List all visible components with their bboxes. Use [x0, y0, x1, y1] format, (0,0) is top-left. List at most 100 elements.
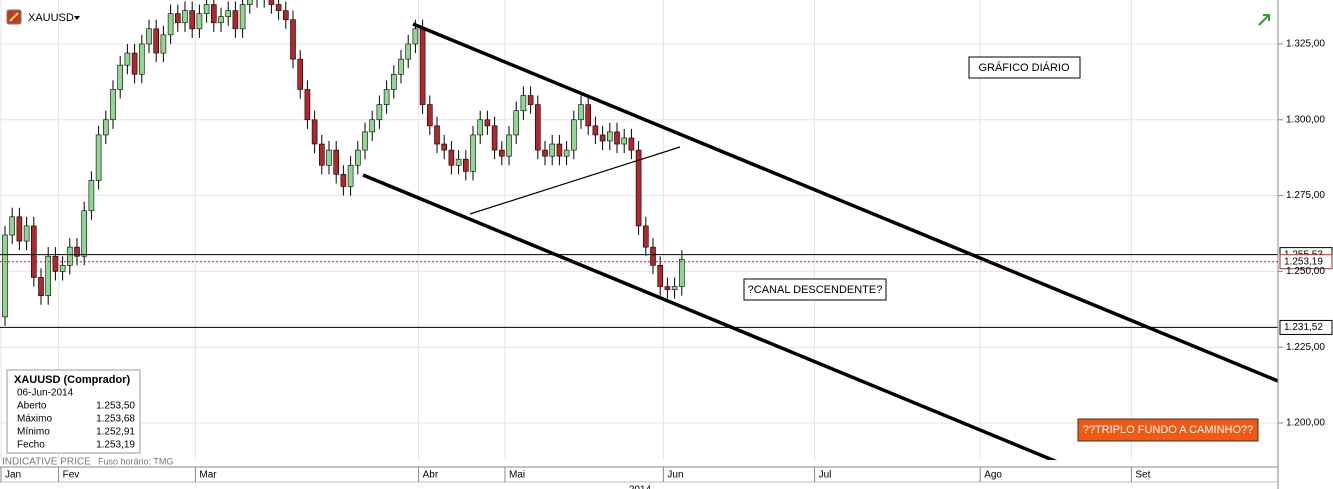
candle-body — [455, 158, 462, 166]
candle-body — [74, 246, 80, 257]
candle-body — [88, 180, 95, 212]
candle-body — [297, 58, 304, 90]
candle-body — [247, 0, 253, 5]
candle-body — [405, 43, 412, 60]
x-tick-label: Set — [1135, 470, 1150, 481]
x-tick-label: Mai — [509, 470, 525, 481]
candle-body — [218, 16, 224, 24]
candle-body — [549, 143, 556, 157]
x-tick-label: Jul — [819, 470, 832, 481]
candle-body — [362, 131, 368, 151]
candle-body — [52, 255, 59, 272]
candle-body — [2, 234, 8, 318]
candle-body — [232, 10, 239, 30]
candle-body — [326, 149, 332, 166]
annotation-box — [743, 278, 887, 301]
candle-body — [59, 265, 66, 272]
candle-body — [9, 216, 15, 236]
candle-body — [275, 4, 282, 11]
candle-body — [340, 174, 347, 187]
candle-body — [419, 28, 426, 105]
candle-body — [513, 110, 520, 136]
candle-body — [268, 0, 275, 5]
candle-body — [167, 13, 174, 36]
candle-body — [650, 246, 656, 266]
annotation: ??TRIPLO FUNDO A CAMINHO?? — [1083, 424, 1254, 436]
candle-body — [477, 119, 484, 136]
triangle-line — [469, 146, 681, 215]
candle-body — [462, 158, 469, 172]
candle-body — [642, 225, 649, 248]
candle-body — [678, 258, 685, 287]
trend-icon[interactable] — [1258, 14, 1270, 26]
symbol[interactable]: XAUUSD — [28, 12, 74, 24]
candle-body — [398, 58, 404, 75]
candle-body — [534, 104, 541, 151]
annotation: GRÁFICO DIÁRIO — [978, 61, 1070, 74]
candle-body — [376, 104, 383, 121]
candle-body — [160, 34, 167, 54]
candle-body — [16, 216, 23, 242]
candle-body — [369, 119, 376, 133]
candle-body — [81, 210, 87, 257]
candle-body — [628, 137, 635, 151]
candle-body — [290, 19, 296, 60]
x-tick-label: Jan — [5, 470, 21, 481]
candle-body — [103, 119, 109, 136]
info-value: 1.253,50 — [96, 401, 135, 412]
candle-body — [182, 10, 188, 24]
annotation-box — [968, 56, 1081, 79]
candle-body — [333, 149, 340, 175]
info-label: Aberto — [17, 401, 47, 412]
y-tick-label: 1.275,00 — [1286, 190, 1325, 201]
candle-body — [606, 131, 613, 142]
candle-body — [211, 4, 217, 24]
candle-body — [67, 246, 73, 266]
y-tick-label: 1.250,00 — [1286, 266, 1325, 277]
x-tick-label: Jun — [667, 470, 683, 481]
candle-body — [570, 119, 577, 151]
candle-body — [347, 164, 354, 187]
candle-body — [621, 137, 628, 145]
level-label-box — [1279, 319, 1333, 335]
candle-body — [542, 149, 548, 157]
candle-body — [527, 95, 534, 105]
candle-body — [131, 52, 138, 75]
annotation: ?CANAL DESCENDENTE? — [748, 284, 883, 296]
candle-body — [45, 255, 52, 296]
candle-body — [23, 225, 30, 242]
symbol-icon-mark — [9, 12, 19, 22]
info-value: 1.253,19 — [96, 440, 135, 451]
candle-body — [506, 134, 512, 157]
info-label: Mínimo — [17, 427, 50, 438]
candle-body — [38, 277, 44, 296]
candle-body — [311, 119, 318, 145]
candle-body — [153, 28, 159, 54]
candle-body — [225, 10, 231, 17]
candle-body — [470, 134, 476, 172]
candle-body — [117, 64, 123, 90]
dropdown-arrow[interactable] — [74, 16, 80, 20]
candle-body — [635, 149, 642, 227]
info-label: Máximo — [17, 414, 52, 425]
candle-body — [124, 52, 131, 66]
candle-body — [657, 265, 664, 287]
candle-body — [520, 95, 527, 111]
info-box — [6, 369, 141, 454]
candle-body — [383, 89, 390, 105]
candle-body — [585, 104, 592, 127]
x-tick-label: Ago — [984, 470, 1002, 481]
footer-text: Fuso horário: TMG — [98, 456, 173, 466]
info-label: Fecho — [17, 440, 45, 451]
candle-body — [671, 286, 678, 290]
candle-body — [239, 4, 246, 30]
candle-body — [592, 125, 599, 136]
candle-body — [599, 134, 606, 142]
candle-body — [146, 28, 152, 45]
candle-body — [434, 125, 440, 145]
candle-body — [448, 149, 455, 166]
level-label: 1.231,52 — [1284, 322, 1323, 333]
channel-upper — [412, 22, 1278, 383]
